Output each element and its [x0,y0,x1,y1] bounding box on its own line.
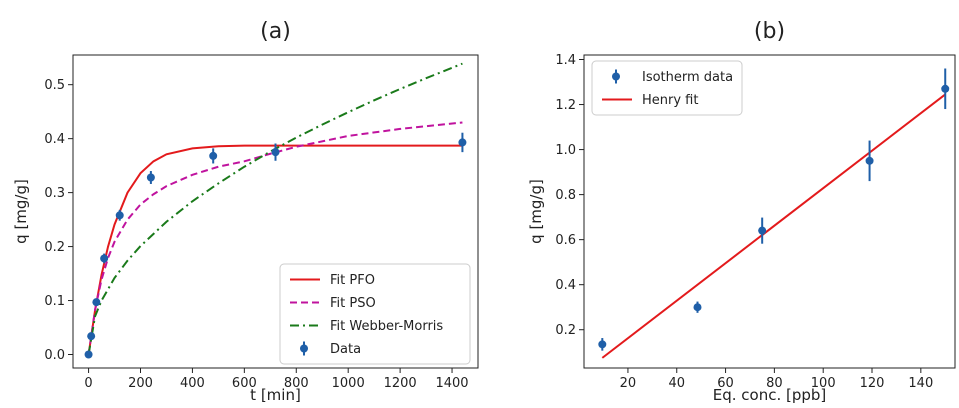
fit-line-henry-fit [601,93,946,359]
legend-label: Fit PFO [330,273,375,288]
x-tick-label: 20 [620,376,637,391]
data-point [100,254,109,263]
x-tick-label: 1000 [332,376,365,391]
x-tick-label: 60 [717,376,734,391]
data-point [146,173,155,182]
x-tick-label: 200 [128,376,153,391]
data-point [758,226,767,235]
y-tick-label: 0.4 [555,278,576,293]
legend-box [279,263,471,365]
data-point [209,151,218,160]
y-tick-label: 0.4 [44,132,65,147]
fit-line-fit-webber-morris [87,62,463,355]
data-point [598,340,607,349]
legend-label: Fit PSO [330,296,376,311]
y-tick-label: 0.0 [44,348,65,363]
fit-line-fit-pso [87,121,463,355]
y-tick-label: 0.5 [44,78,65,93]
panel-b: (b) 20 40 60 80 100 120 140 0.2 0.4 0.6 0.8 1.0 1.2 1.… [527,19,956,404]
x-tick-label: 40 [668,376,685,391]
y-tick-label: 0.6 [555,233,576,248]
panel-title: (b) [754,19,785,44]
x-tick-label: 1200 [384,376,417,391]
x-tick-label: 80 [766,376,783,391]
legend-marker [612,72,620,81]
legend-label: Henry fit [642,93,698,108]
data-point [92,298,101,307]
legend-label: Isotherm data [642,70,733,85]
data-point [458,138,467,147]
x-tick-label: 1400 [435,376,468,391]
y-tick-label: 1.2 [555,98,576,113]
plot-frame [583,54,956,369]
x-tick-label: 400 [180,376,205,391]
data-point [941,84,950,93]
x-axis-label: Eq. conc. [ppb] [713,386,827,404]
y-tick-label: 0.8 [555,188,576,203]
x-tick-label: 120 [860,376,885,391]
y-tick-label: 0.2 [44,240,65,255]
legend-box [591,60,743,116]
x-tick-label: 140 [908,376,933,391]
plot-frame [72,54,479,369]
data-point [865,156,874,165]
panel-a: (a) 0 200 400 600 800 1000 1200 1400 0.0 0.1 0.2 0.3… [12,19,479,404]
data-point [271,148,280,157]
y-axis-label: q [mg/g] [527,179,545,244]
legend-label: Fit Webber-Morris [330,319,443,334]
y-tick-label: 1.4 [555,53,576,68]
x-tick-label: 0 [84,376,92,391]
legend-marker [300,344,308,353]
x-axis-label: t [min] [250,386,301,404]
data-point [87,332,96,341]
x-tick-label: 800 [284,376,309,391]
data-point [115,211,124,220]
data-point [693,303,702,312]
y-tick-label: 0.1 [44,294,65,309]
y-tick-label: 0.3 [44,186,65,201]
panel-title: (a) [260,19,291,44]
data-point [84,350,93,359]
x-tick-label: 600 [232,376,257,391]
y-tick-label: 0.2 [555,323,576,338]
legend-label: Data [330,342,361,357]
x-tick-label: 100 [811,376,836,391]
y-tick-label: 1.0 [555,143,576,158]
y-axis-label: q [mg/g] [12,179,30,244]
